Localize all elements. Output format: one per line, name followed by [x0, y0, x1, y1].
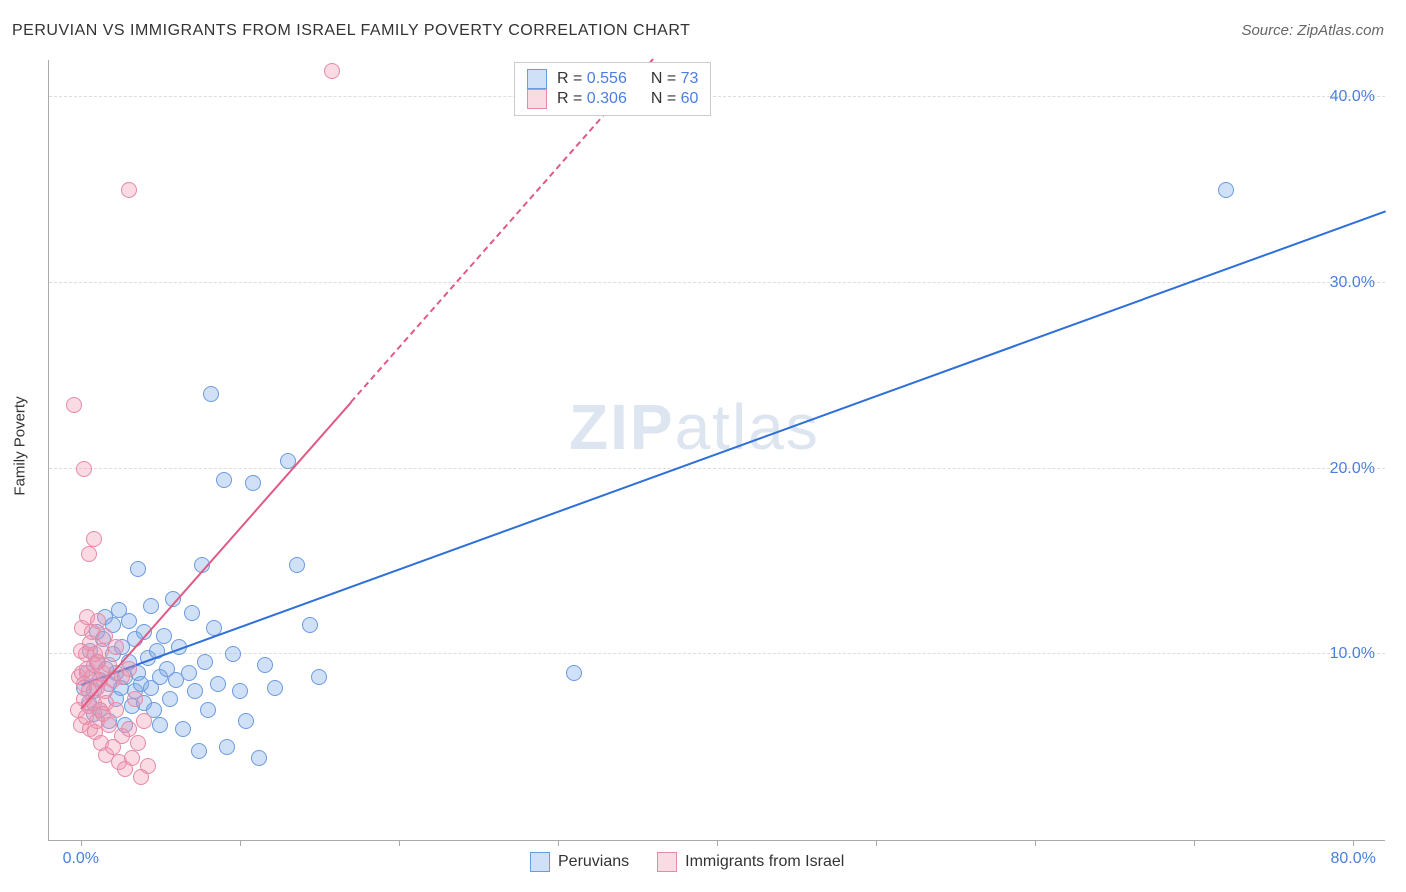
watermark-rest: atlas — [675, 391, 820, 463]
gridline — [49, 96, 1385, 97]
scatter-point — [251, 750, 267, 766]
scatter-point — [238, 713, 254, 729]
scatter-point — [181, 665, 197, 681]
scatter-point — [90, 613, 106, 629]
scatter-point — [191, 743, 207, 759]
scatter-point — [219, 739, 235, 755]
scatter-point — [267, 680, 283, 696]
scatter-point — [216, 472, 232, 488]
scatter-point — [127, 691, 143, 707]
scatter-point — [175, 721, 191, 737]
x-tick-label: 0.0% — [63, 850, 99, 868]
scatter-point — [81, 546, 97, 562]
legend-label-peruvians: Peruvians — [558, 853, 629, 871]
legend-swatch — [527, 89, 547, 109]
scatter-point — [566, 665, 582, 681]
legend-swatch — [527, 69, 547, 89]
scatter-point — [324, 63, 340, 79]
legend-item-israel: Immigrants from Israel — [657, 852, 844, 872]
y-tick-label: 40.0% — [1330, 88, 1375, 106]
scatter-point — [121, 721, 137, 737]
scatter-point — [121, 182, 137, 198]
legend-item-peruvians: Peruvians — [530, 852, 629, 872]
x-tick — [81, 840, 82, 846]
scatter-point — [187, 683, 203, 699]
scatter-plot: ZIPatlas 10.0%20.0%30.0%40.0%0.0%80.0% — [48, 60, 1385, 841]
gridline — [49, 468, 1385, 469]
trend-line — [80, 401, 352, 709]
scatter-point — [130, 735, 146, 751]
scatter-point — [86, 531, 102, 547]
scatter-point — [289, 557, 305, 573]
scatter-point — [130, 561, 146, 577]
scatter-point — [302, 617, 318, 633]
x-tick — [1353, 840, 1354, 846]
scatter-point — [1218, 182, 1234, 198]
scatter-point — [136, 713, 152, 729]
x-tick — [1035, 840, 1036, 846]
x-tick — [876, 840, 877, 846]
scatter-point — [140, 758, 156, 774]
legend-n: N = 73 — [651, 70, 699, 88]
source-label: Source: ZipAtlas.com — [1241, 22, 1384, 39]
x-tick — [558, 840, 559, 846]
scatter-point — [232, 683, 248, 699]
scatter-point — [245, 475, 261, 491]
swatch-peruvians — [530, 852, 550, 872]
scatter-point — [257, 657, 273, 673]
chart-title: PERUVIAN VS IMMIGRANTS FROM ISRAEL FAMIL… — [12, 22, 690, 40]
series-legend: Peruvians Immigrants from Israel — [530, 852, 844, 872]
correlation-legend: R = 0.556 N = 73 R = 0.306 N = 60 — [514, 62, 711, 116]
scatter-point — [197, 654, 213, 670]
legend-r: R = 0.306 — [557, 90, 627, 108]
x-tick — [717, 840, 718, 846]
scatter-point — [66, 397, 82, 413]
scatter-point — [76, 461, 92, 477]
x-tick — [240, 840, 241, 846]
y-tick-label: 20.0% — [1330, 460, 1375, 478]
y-axis-label: Family Poverty — [12, 396, 29, 495]
scatter-point — [152, 717, 168, 733]
x-tick-label: 80.0% — [1331, 850, 1376, 868]
legend-n: N = 60 — [651, 90, 699, 108]
scatter-point — [225, 646, 241, 662]
scatter-point — [124, 750, 140, 766]
legend-row: R = 0.556 N = 73 — [527, 69, 698, 89]
y-tick-label: 30.0% — [1330, 274, 1375, 292]
scatter-point — [200, 702, 216, 718]
gridline — [49, 653, 1385, 654]
x-tick — [399, 840, 400, 846]
legend-r: R = 0.556 — [557, 70, 627, 88]
legend-label-israel: Immigrants from Israel — [685, 853, 844, 871]
legend-row: R = 0.306 N = 60 — [527, 89, 698, 109]
scatter-point — [121, 661, 137, 677]
watermark-bold: ZIP — [569, 391, 675, 463]
scatter-point — [143, 598, 159, 614]
scatter-point — [156, 628, 172, 644]
scatter-point — [184, 605, 200, 621]
watermark: ZIPatlas — [569, 390, 820, 464]
scatter-point — [311, 669, 327, 685]
y-tick-label: 10.0% — [1330, 645, 1375, 663]
scatter-point — [121, 613, 137, 629]
scatter-point — [210, 676, 226, 692]
swatch-israel — [657, 852, 677, 872]
x-tick — [1194, 840, 1195, 846]
scatter-point — [108, 639, 124, 655]
scatter-point — [108, 702, 124, 718]
scatter-point — [203, 386, 219, 402]
scatter-point — [162, 691, 178, 707]
